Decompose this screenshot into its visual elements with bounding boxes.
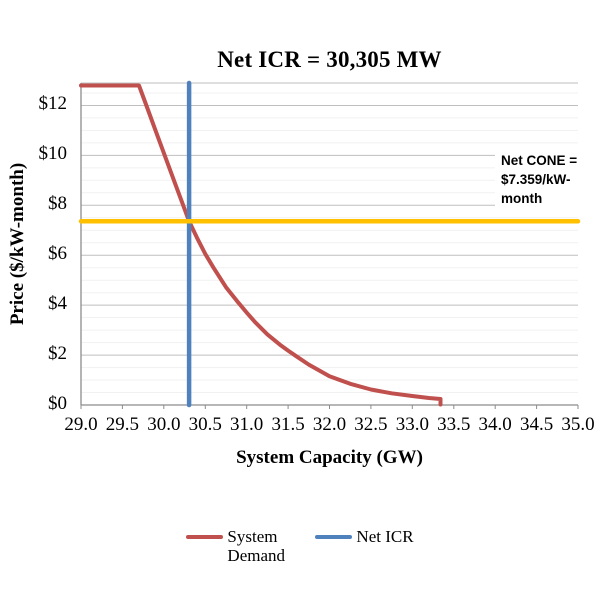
legend-item-net-icr: Net ICR	[315, 527, 414, 565]
legend-label-system-demand: System Demand	[227, 527, 286, 565]
chart-title: Net ICR = 30,305 MW	[217, 47, 442, 72]
net-cone-annotation-line-3: month	[501, 191, 543, 206]
legend: System Demand Net ICR	[0, 527, 600, 565]
net-cone-annotation-line-2: $7.359/kW-	[501, 172, 571, 187]
x-axis-title: System Capacity (GW)	[236, 447, 423, 468]
net-cone-annotation-line-1: Net CONE =	[501, 153, 578, 168]
system-demand-line	[79, 83, 443, 407]
legend-item-system-demand: System Demand	[186, 527, 289, 565]
system-demand-line-swatch	[186, 535, 224, 539]
net-cone-annotation: Net CONE = $7.359/kW- month	[495, 148, 593, 212]
legend-label-net-icr: Net ICR	[356, 527, 414, 546]
net-icr-line-swatch	[315, 535, 353, 539]
